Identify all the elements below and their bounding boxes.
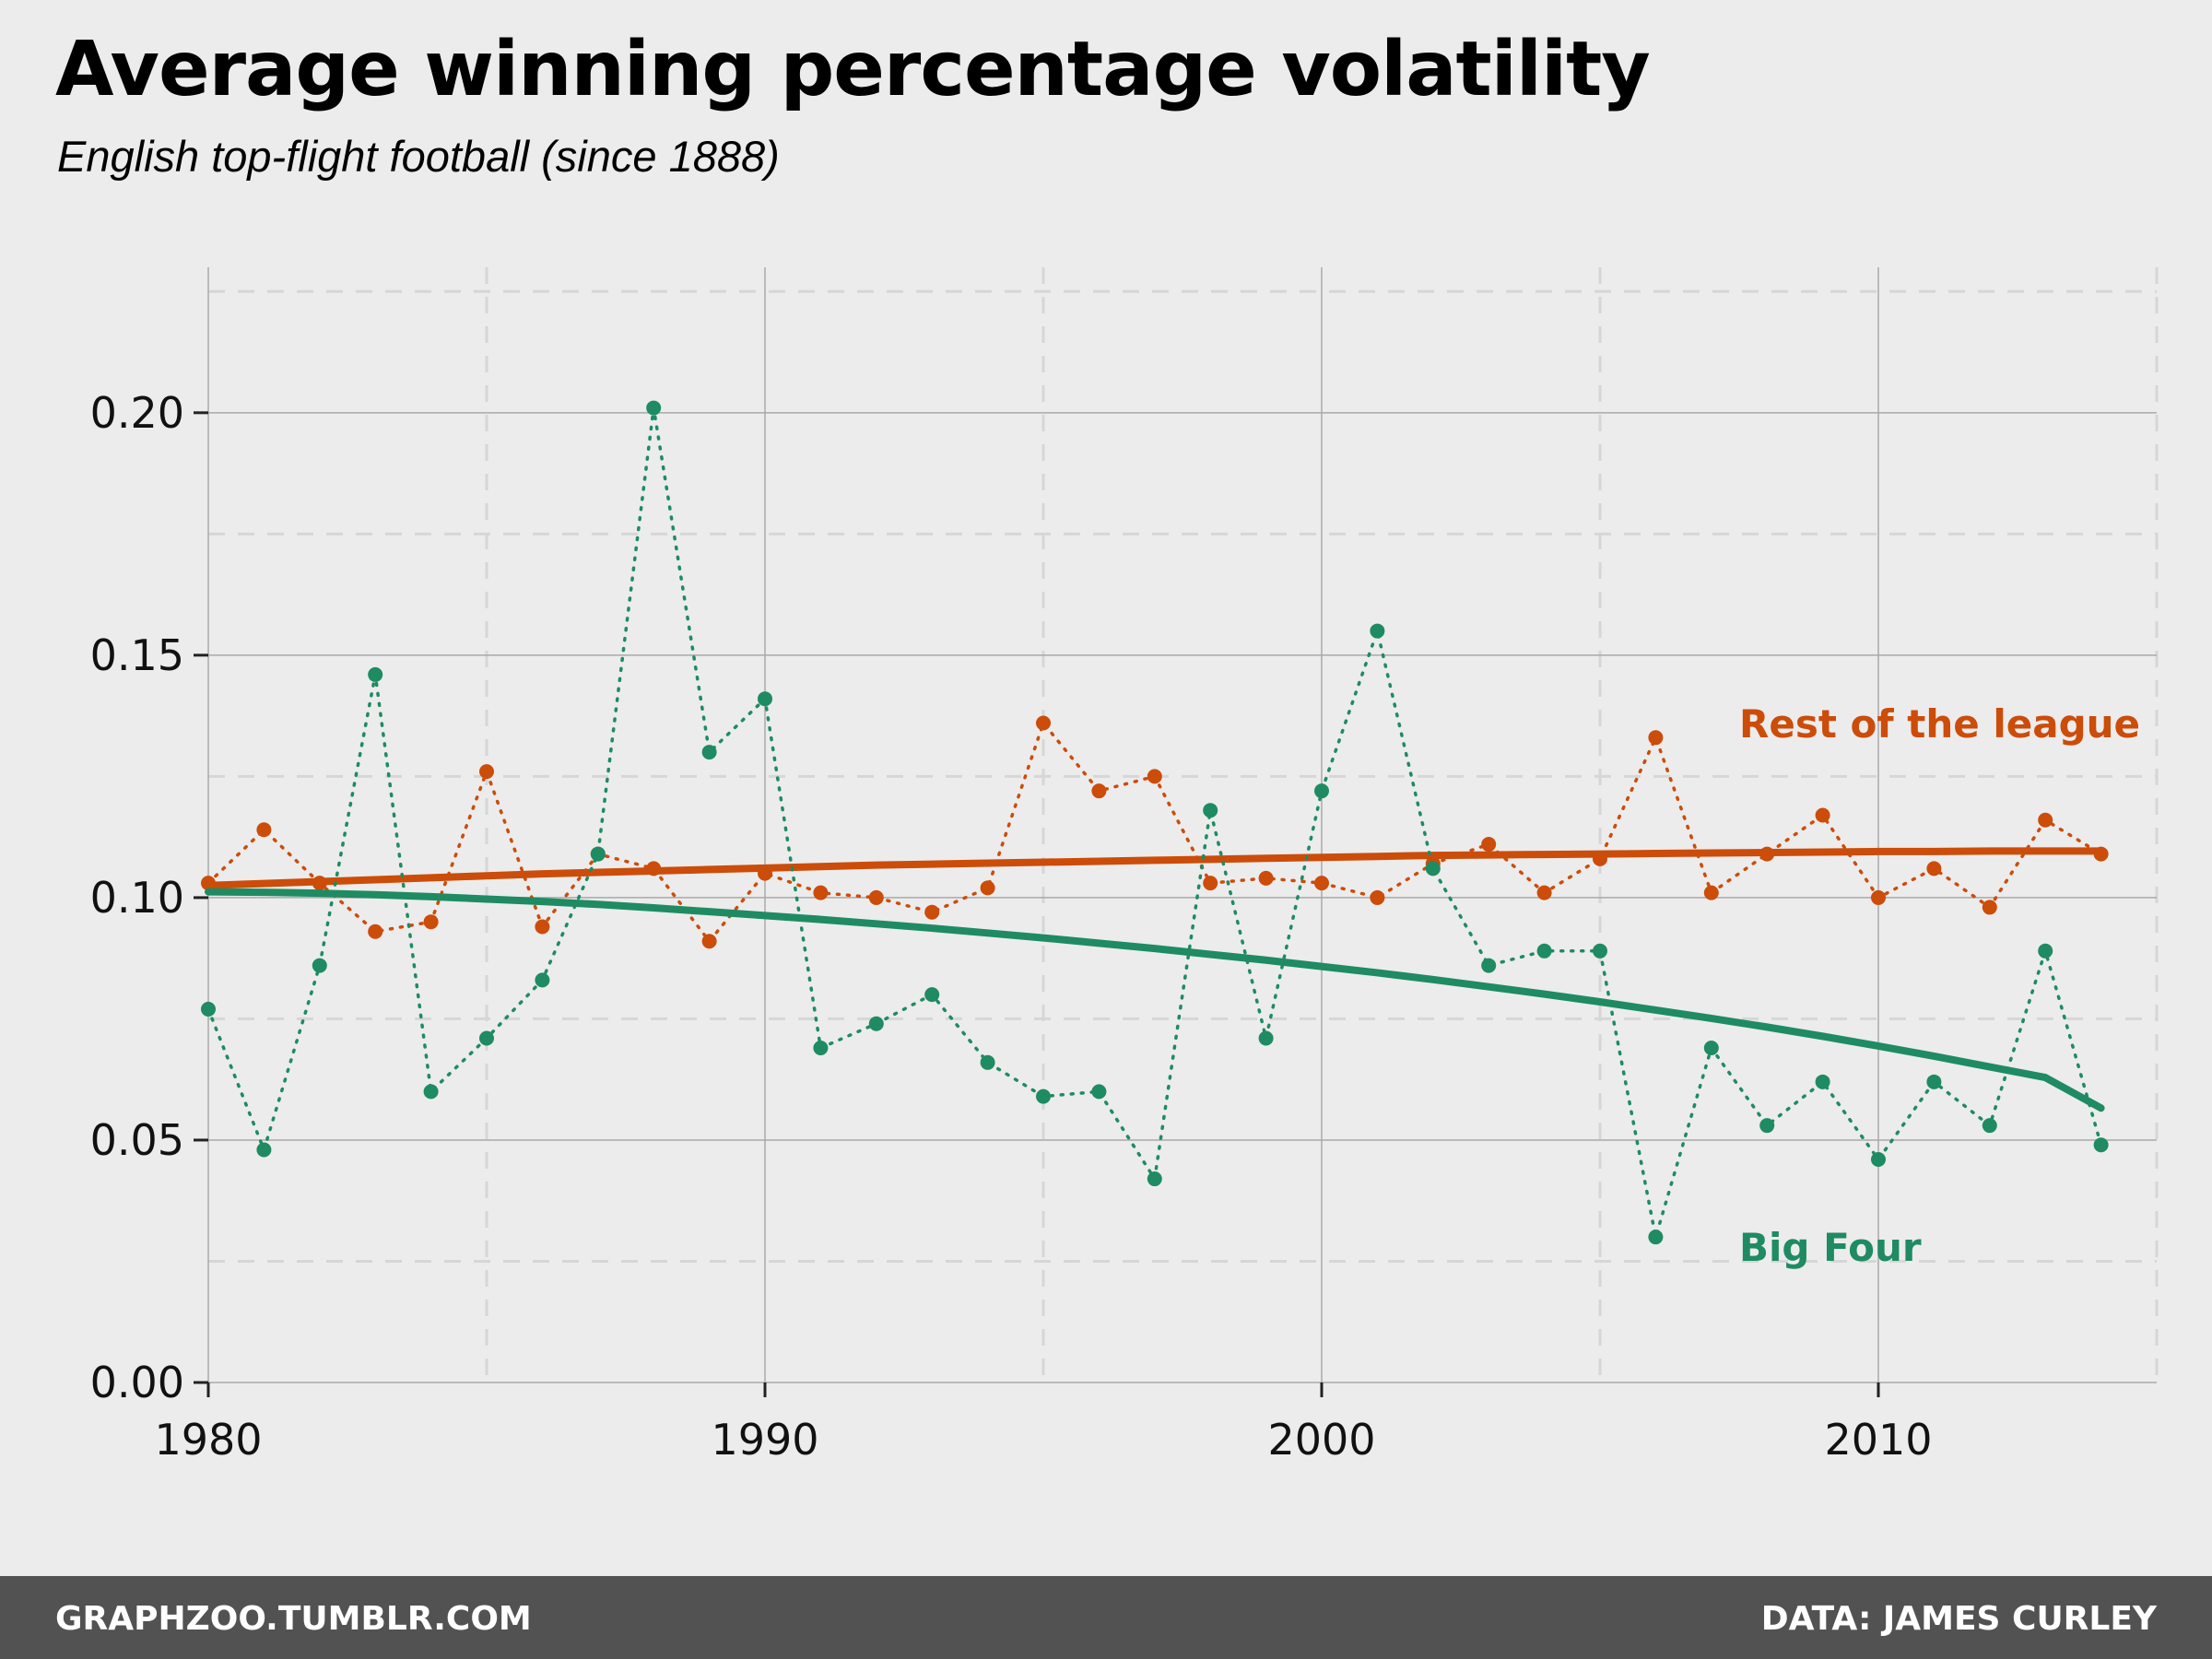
big-four-point [1703,1041,1719,1055]
rest-of-the-league-point [535,919,550,935]
rest-of-the-league-point [1536,885,1552,900]
rest-of-the-league-point [1926,861,1942,877]
rest-of-the-league-point [2093,846,2109,862]
x-tick-label: 1980 [154,1415,262,1465]
big-four-dotted-line [206,407,2103,1238]
axes: 0.00 0.05 0.10 0.15 0.20 1980 1990 2000 2010 [90,388,1933,1465]
y-tick-label: 0.00 [90,1358,184,1407]
big-four-point [1314,783,1329,799]
rest-of-the-league-point [312,876,327,891]
x-tick-label: 1990 [711,1415,818,1465]
footer-bar: GRAPHZOO.TUMBLR.COM DATA: JAMES CURLEY [0,1576,2212,1659]
big-four-point [1759,1118,1775,1134]
big-four-point [924,987,940,1003]
rest-of-the-league-point [1091,783,1107,799]
rest-of-the-league-point [1982,900,1997,915]
rest-of-the-league-point [924,904,940,920]
big-four-point [2038,943,2053,959]
big-four-point [1815,1074,1830,1089]
big-four-point [1203,803,1218,818]
y-tick-label: 0.05 [90,1115,184,1165]
chart-canvas: 0.00 0.05 0.10 0.15 0.20 1980 1990 2000 2010 Res… [90,267,2159,1465]
rest-of-the-league-point [1759,846,1775,862]
big-four-point [1147,1171,1162,1187]
footer-data-credit: DATA: JAMES CURLEY [1760,1600,2157,1638]
rest-of-the-league-point [1147,769,1162,784]
footer-source-site: GRAPHZOO.TUMBLR.COM [55,1600,532,1638]
big-four-point [1425,861,1441,877]
big-four-point [758,691,772,707]
x-tick-label: 2000 [1267,1415,1375,1465]
rest-of-the-league-point [1703,885,1719,900]
big-four-point [1481,958,1497,973]
rest-of-the-league-point [1370,889,1385,905]
big-four-trend-line [205,888,2105,1112]
big-four-point [1593,943,1607,959]
rest-of-the-league-point [256,822,272,838]
rest-of-the-league-point [1314,876,1329,891]
rest-of-the-league-point [813,885,829,900]
big-four-point [1982,1118,1997,1134]
big-four-point [980,1054,995,1070]
big-four-point [1258,1030,1274,1046]
big-four-label: Big Four [1739,1225,1922,1270]
major-gridlines [207,267,2157,1383]
minor-gridlines [208,267,2159,1382]
rest-of-the-league-point [1871,889,1886,905]
rest-of-the-league-trend-line [205,847,2105,889]
rest-of-the-league-point [758,865,772,881]
big-four-point [1536,943,1552,959]
big-four-point [535,972,550,988]
big-four-point [1036,1088,1051,1104]
big-four-point [423,1084,439,1100]
y-tick-label: 0.15 [90,630,184,680]
x-tick-label: 2010 [1824,1415,1932,1465]
y-tick-label: 0.20 [90,388,184,438]
big-four-point [701,745,717,760]
rest-of-the-league-point [980,880,995,896]
big-four-point [2093,1137,2109,1153]
rest-of-the-league-label: Rest of the league [1739,701,2140,747]
chart-subtitle: English top-flight football (since 1888) [57,132,780,181]
rest-of-the-league-point [1203,876,1218,891]
rest-of-the-league-point [1036,715,1051,731]
rest-of-the-league-point [423,914,439,930]
big-four-point [1370,623,1385,639]
big-four-point [256,1142,272,1158]
rest-of-the-league-point [1593,851,1607,866]
big-four-point [479,1030,494,1046]
big-four-point [1926,1074,1942,1089]
big-four-point [312,958,327,973]
rest-of-the-league-dotted-line [206,719,2103,945]
rest-of-the-league-point [701,934,717,949]
big-four-point [813,1041,829,1055]
big-four-point [1091,1084,1107,1100]
rest-of-the-league-point [479,764,494,780]
rest-of-the-league-point [368,924,383,939]
y-tick-label: 0.10 [90,873,184,923]
big-four-point [590,846,606,862]
big-four-point [368,666,383,682]
rest-of-the-league-point [1258,870,1274,886]
series-labels: Rest of the league Big Four [1739,701,2140,1270]
big-four-point [868,1016,884,1031]
rest-of-the-league-point [646,861,662,877]
big-four-point [1871,1152,1886,1167]
rest-of-the-league-point [868,889,884,905]
rest-of-the-league-point [1481,837,1497,853]
big-four-point [201,1001,216,1017]
rest-of-the-league-point [201,876,216,891]
big-four-point [1648,1230,1664,1245]
chart-title: Average winning percentage volatility [55,26,1651,113]
rest-of-the-league-point [1648,730,1664,746]
series-layer [201,400,2109,1245]
rest-of-the-league-point [2038,812,2053,828]
rest-of-the-league-point [1815,807,1830,823]
big-four-point [646,400,662,416]
